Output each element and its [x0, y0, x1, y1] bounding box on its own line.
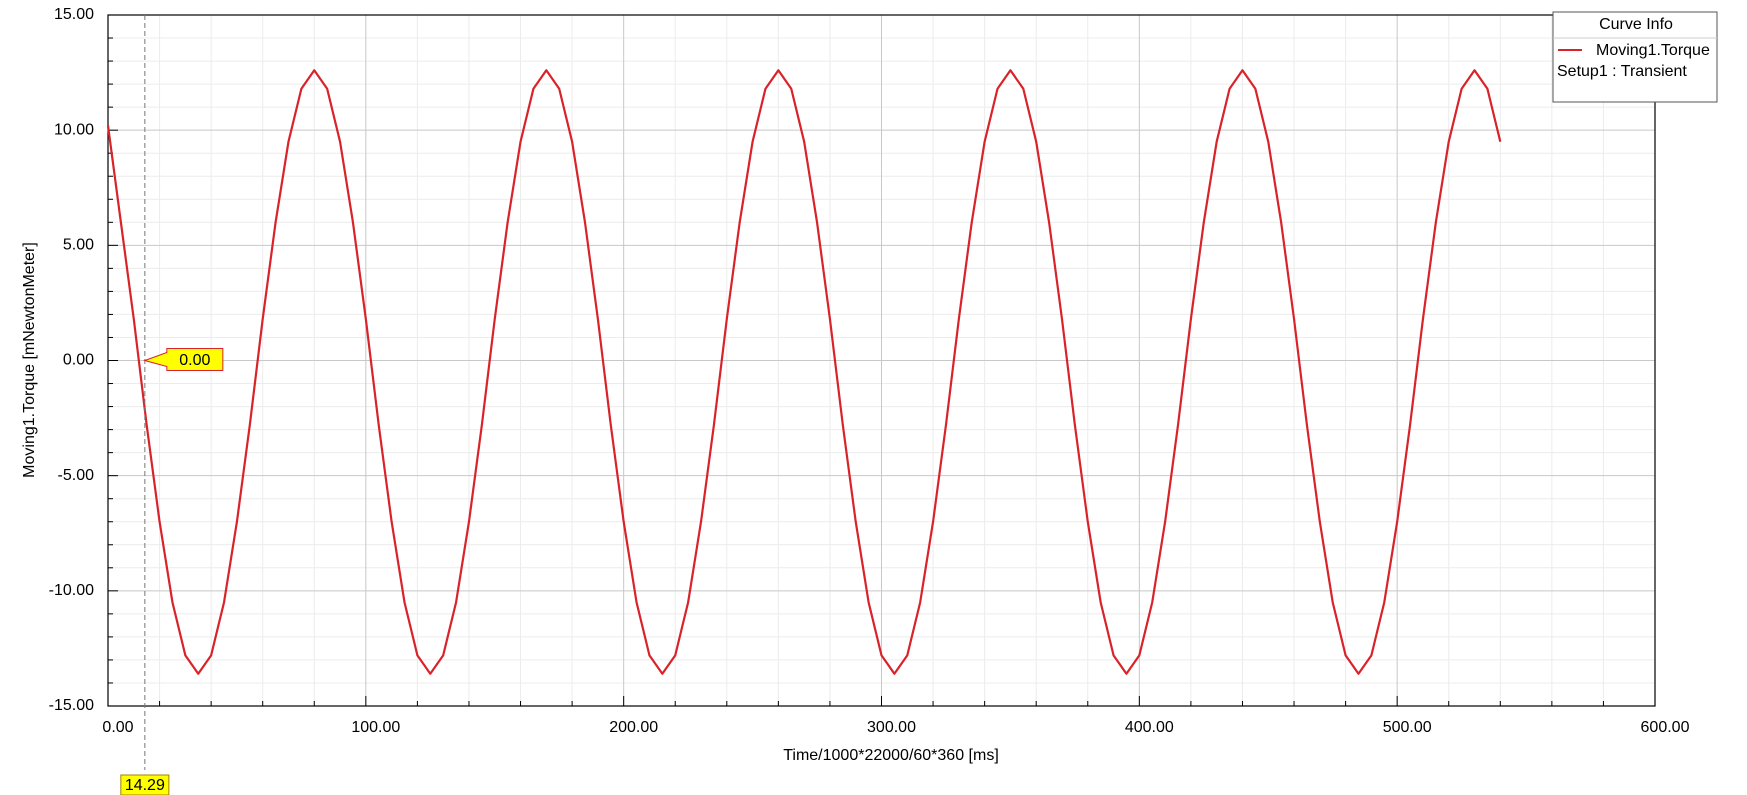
plot: 0.00 100.00 200.00 300.00 400.00 500.00 600.00… [49, 6, 1690, 795]
x-tick-label: 400.00 [1125, 719, 1174, 736]
y-tick-label: -5.00 [58, 467, 95, 484]
x-tick-label: 200.00 [609, 719, 658, 736]
legend-box [1552, 11, 1718, 103]
x-tick-label: 500.00 [1383, 719, 1432, 736]
y-tick-label: 5.00 [63, 237, 94, 254]
marker-y-box [143, 348, 224, 371]
marker-x-label: 14.29 [125, 777, 165, 794]
legend-title: Curve Info [1599, 16, 1673, 33]
marker-x-box [120, 774, 170, 795]
legend: Curve Info Moving1.Torque Setup1 : Trans… [1552, 11, 1718, 103]
x-axis-label: Time/1000*22000/60*360 [ms] [783, 747, 999, 764]
y-axis-label: Moving1.Torque [mNewtonMeter] [21, 242, 38, 478]
x-tick-label: 300.00 [867, 719, 916, 736]
x-tick-label: 600.00 [1641, 719, 1690, 736]
x-tick-label: 100.00 [351, 719, 400, 736]
marker-y-label: 0.00 [179, 352, 210, 369]
series-line [106, 69, 1502, 675]
y-tick-label: -15.00 [49, 697, 94, 714]
grid [107, 14, 1656, 707]
y-tick-label: 15.00 [54, 6, 94, 23]
y-tick-label: 0.00 [63, 352, 94, 369]
x-tick-label: 0.00 [102, 719, 133, 736]
legend-subtitle: Setup1 : Transient [1557, 63, 1687, 80]
y-tick-label: -10.00 [49, 582, 94, 599]
y-tick-label: 10.00 [54, 121, 94, 138]
legend-entry: Moving1.Torque [1596, 42, 1710, 59]
